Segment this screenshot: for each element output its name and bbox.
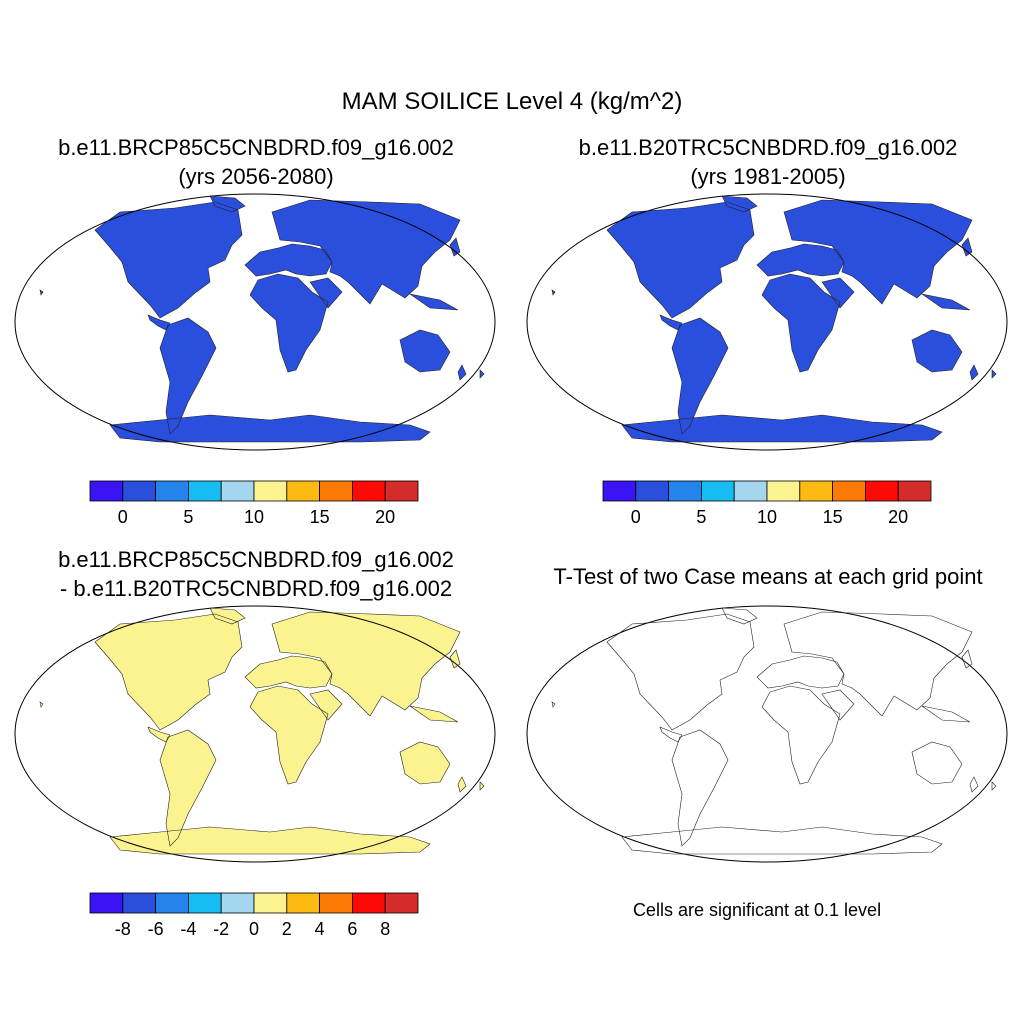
globe-border — [526, 193, 1008, 451]
map-difference — [14, 605, 496, 863]
colorbar-difference: -8 -6 -4 -2 0 2 4 6 8 — [89, 892, 419, 939]
panel-title-line: (yrs 2056-2080) — [178, 164, 334, 189]
colorbar-box — [286, 892, 321, 914]
colorbar-box — [89, 892, 124, 914]
colorbar-ticks: 0 5 10 15 20 — [631, 507, 908, 527]
colorbar-tick-label: 20 — [888, 507, 908, 527]
colorbar-tick-label: 6 — [347, 919, 357, 939]
panel-title-line: b.e11.BRCP85C5CNBDRD.f09_g16.002 — [58, 547, 454, 572]
colorbar-tick-label: 15 — [823, 507, 843, 527]
colorbar-box — [766, 480, 801, 502]
colorbar-tick-label: 4 — [315, 919, 325, 939]
colorbar-box — [188, 892, 222, 914]
colorbar-tick-label: 10 — [244, 507, 264, 527]
colorbar-tick-label: 15 — [310, 507, 330, 527]
colorbar-box — [832, 480, 866, 502]
globe-border — [14, 605, 496, 863]
colorbar-ticks: -8 -6 -4 -2 0 2 4 6 8 — [115, 919, 390, 939]
globe-border — [526, 605, 1008, 863]
colorbar-box — [220, 892, 255, 914]
figure-title: MAM SOILICE Level 4 (kg/m^2) — [341, 88, 683, 115]
panel-title-rcp85: b.e11.BRCP85C5CNBDRD.f09_g16.002 (yrs 20… — [16, 133, 496, 191]
land-fill — [40, 608, 484, 854]
colorbar-box — [602, 480, 637, 502]
colorbar-tick-label: -8 — [115, 919, 131, 939]
panel-title-line: b.e11.BRCP85C5CNBDRD.f09_g16.002 — [58, 135, 454, 160]
colorbar-box — [155, 892, 189, 914]
colorbar-tick-label: 5 — [183, 507, 193, 527]
colorbar-box — [668, 480, 702, 502]
panel-title-line: (yrs 1981-2005) — [690, 164, 846, 189]
panel-title-difference: b.e11.BRCP85C5CNBDRD.f09_g16.002 - b.e11… — [16, 545, 496, 603]
colorbar-box — [864, 480, 899, 502]
colorbar-box — [701, 480, 735, 502]
panel-title-line: b.e11.B20TRC5CNBDRD.f09_g16.002 — [578, 135, 958, 160]
colorbar-box — [733, 480, 768, 502]
colorbar-box — [253, 892, 288, 914]
colorbar-box — [319, 480, 353, 502]
colorbar-tick-label: 5 — [696, 507, 706, 527]
colorbar-box — [253, 480, 288, 502]
colorbar-boxes — [602, 480, 932, 502]
colorbar-box — [89, 480, 124, 502]
land-fill — [40, 196, 484, 442]
colorbar-box — [122, 480, 156, 502]
panel-title-historical: b.e11.B20TRC5CNBDRD.f09_g16.002 (yrs 198… — [528, 133, 1008, 191]
colorbar-tick-label: 2 — [282, 919, 292, 939]
colorbar-box — [351, 892, 386, 914]
colorbar-tick-label: 8 — [380, 919, 390, 939]
colorbar-rcp85: 0 5 10 15 20 — [89, 480, 419, 527]
colorbar-box — [384, 892, 419, 914]
colorbar-tick-label: 0 — [249, 919, 259, 939]
significance-field — [602, 608, 982, 816]
colorbar-box — [384, 480, 419, 502]
colorbar-tick-label: 20 — [375, 507, 395, 527]
colorbar-ticks: 0 5 10 15 20 — [118, 507, 395, 527]
colorbar-boxes — [89, 480, 419, 502]
map-historical — [526, 193, 1008, 451]
significance-note: Cells are significant at 0.1 level — [632, 900, 882, 920]
colorbar-box — [319, 892, 353, 914]
colorbar-box — [286, 480, 321, 502]
colorbar-tick-label: 0 — [631, 507, 641, 527]
colorbar-box — [220, 480, 255, 502]
panel-title-line: T-Test of two Case means at each grid po… — [553, 564, 983, 589]
colorbar-tick-label: 10 — [757, 507, 777, 527]
panel-title-line: - b.e11.B20TRC5CNBDRD.f09_g16.002 — [59, 576, 453, 601]
land-fill — [552, 196, 996, 442]
colorbar-box — [188, 480, 222, 502]
colorbar-tick-label: -2 — [213, 919, 229, 939]
colorbar-box — [799, 480, 834, 502]
map-rcp85 — [14, 193, 496, 451]
colorbar-historical: 0 5 10 15 20 — [602, 480, 932, 527]
colorbar-tick-label: -4 — [180, 919, 196, 939]
panel-title-ttest: T-Test of two Case means at each grid po… — [512, 562, 1024, 591]
colorbar-boxes — [89, 892, 419, 914]
colorbar-box — [122, 892, 156, 914]
colorbar-box — [351, 480, 386, 502]
globe-border — [14, 193, 496, 451]
colorbar-tick-label: 0 — [118, 507, 128, 527]
colorbar-box — [635, 480, 669, 502]
map-ttest — [526, 605, 1008, 863]
colorbar-box — [897, 480, 932, 502]
colorbar-box — [155, 480, 189, 502]
colorbar-tick-label: -6 — [148, 919, 164, 939]
